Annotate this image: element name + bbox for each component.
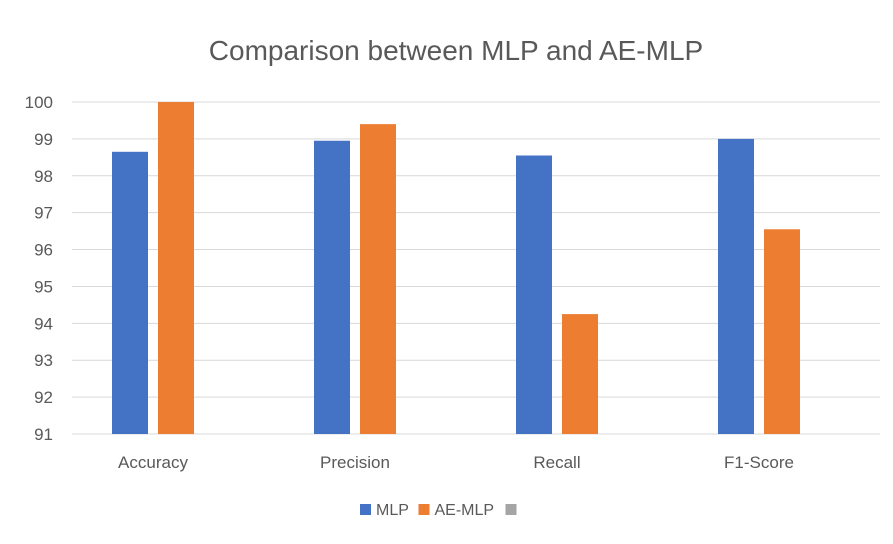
y-tick-label: 100 — [25, 93, 53, 112]
legend-swatch — [418, 504, 430, 515]
y-tick-label: 98 — [34, 167, 53, 186]
legend-swatch — [360, 504, 371, 515]
y-tick-label: 92 — [34, 388, 53, 407]
x-tick-label: Accuracy — [118, 453, 188, 472]
y-tick-label: 95 — [34, 277, 53, 296]
bar-ae-mlp-recall — [562, 314, 598, 434]
y-tick-label: 99 — [34, 130, 53, 149]
legend-label: MLP — [376, 502, 409, 519]
bar-ae-mlp-accuracy — [158, 102, 194, 434]
y-axis-ticks: 91 92 93 94 95 96 97 98 99 100 — [25, 93, 53, 444]
bar-mlp-accuracy — [112, 151, 148, 435]
legend-label: AE-MLP — [435, 502, 495, 519]
x-axis-ticks: Accuracy Precision Recall F1-Score — [118, 453, 794, 472]
bars — [112, 102, 800, 435]
bar-ae-mlp-f1-score — [764, 229, 800, 434]
chart-title: Comparison between MLP and AE-MLP — [209, 35, 703, 66]
bar-mlp-precision — [314, 140, 350, 434]
y-tick-label: 97 — [34, 204, 53, 223]
y-tick-label: 96 — [34, 241, 53, 260]
bar-mlp-f1-score — [718, 138, 754, 434]
x-tick-label: Recall — [533, 453, 580, 472]
y-tick-label: 94 — [34, 314, 53, 333]
legend-swatch — [505, 504, 517, 515]
gridlines — [72, 101, 880, 435]
bar-mlp-recall — [516, 155, 552, 434]
legend: MLP AE-MLP — [360, 502, 517, 519]
x-tick-label: Precision — [320, 453, 390, 472]
y-tick-label: 93 — [34, 351, 53, 370]
bar-ae-mlp-precision — [360, 124, 396, 434]
x-tick-label: F1-Score — [724, 453, 794, 472]
y-tick-label: 91 — [34, 425, 53, 444]
